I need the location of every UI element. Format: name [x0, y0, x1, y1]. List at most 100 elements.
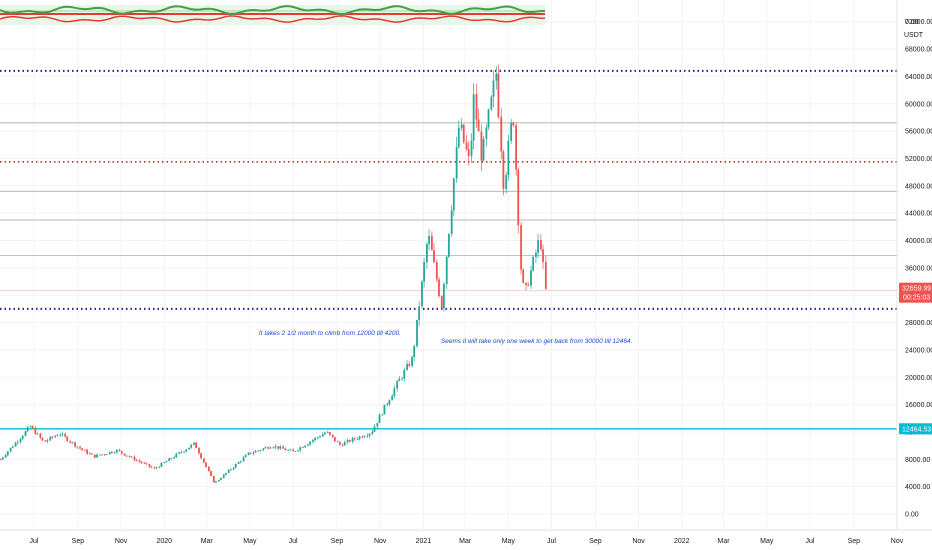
candle-body	[351, 438, 354, 442]
candle-body	[284, 448, 287, 451]
candle-body	[401, 378, 404, 380]
candle-body	[113, 452, 116, 454]
candle-body	[0, 459, 2, 461]
candle-body	[195, 442, 198, 449]
candle-body	[507, 140, 510, 176]
price-tick-label: 56000.00	[905, 129, 932, 136]
candle-body	[224, 472, 227, 475]
candle-body	[430, 235, 433, 251]
candle-body	[220, 478, 222, 480]
candle-body	[447, 233, 450, 257]
candle-body	[487, 109, 490, 128]
candle-body	[259, 450, 262, 451]
price-axis[interactable]: 0.004000.008000.0012000.0016000.0020000.…	[905, 19, 932, 518]
candle-body	[492, 80, 495, 97]
candle-body	[403, 369, 406, 379]
candle-body	[319, 436, 321, 438]
candle-body	[264, 447, 267, 449]
candle-body	[336, 441, 339, 443]
candle-body	[26, 427, 29, 432]
candle-body	[6, 451, 9, 456]
candle-body	[353, 438, 356, 440]
time-tick-label: Nov	[115, 538, 128, 545]
candle-body	[198, 448, 200, 454]
candle-body	[314, 437, 316, 441]
candle-body	[438, 279, 440, 297]
candle-body	[61, 433, 64, 435]
candle-body	[371, 431, 374, 434]
candle-body	[490, 96, 493, 110]
candle-body	[530, 270, 532, 286]
candle-body	[9, 447, 12, 452]
candle-body	[178, 452, 181, 454]
candle-body	[89, 453, 91, 455]
candle-body	[383, 404, 386, 415]
candle-body	[505, 175, 508, 189]
candle-body	[343, 442, 346, 446]
price-tick-label: 72000.00	[905, 19, 932, 26]
candle-body	[294, 451, 297, 452]
candle-body	[416, 319, 418, 347]
top-price-label: 0.00	[905, 19, 919, 26]
candle-body	[158, 466, 161, 468]
candle-body	[346, 440, 349, 443]
candle-body	[428, 235, 430, 245]
candle-body	[299, 447, 302, 451]
candle-body	[321, 434, 324, 437]
price-tick-label: 0.00	[905, 512, 919, 519]
time-tick-label: Jul	[547, 538, 556, 545]
candle-body	[29, 426, 32, 428]
candle-body	[110, 451, 113, 453]
annotations: It takes 2 1/2 month to climb from 12000…	[259, 330, 633, 345]
candle-body	[242, 457, 245, 462]
candle-body	[381, 414, 384, 416]
candle-body	[333, 437, 336, 442]
candle-body	[329, 432, 331, 435]
candle-body	[440, 296, 443, 309]
candle-body	[135, 460, 138, 461]
candle-body	[39, 433, 42, 438]
chart-annotation: Seems it will take only one week to get …	[441, 338, 633, 345]
candle-body	[84, 449, 86, 451]
candle-body	[93, 454, 96, 458]
candle-body	[485, 127, 488, 139]
candle-body	[91, 453, 93, 455]
candle-body	[477, 119, 480, 132]
candle-body	[168, 458, 171, 462]
last-price-value: 32659.99	[902, 286, 931, 293]
candle-body	[470, 140, 473, 157]
oscillator-panel	[0, 5, 546, 25]
candle-body	[193, 442, 195, 445]
candle-body	[309, 441, 312, 445]
candle-body	[457, 127, 460, 148]
price-tick-label: 4000.00	[905, 484, 930, 491]
support-price-value: 12464.53	[902, 426, 931, 433]
time-tick-label: Jul	[30, 538, 39, 545]
candle-body	[98, 454, 101, 456]
time-axis[interactable]: Jul Sep Nov 2020 Mar May Jul Sep Nov 2021 Mar May Ju…	[30, 538, 904, 545]
candle-body	[103, 454, 106, 456]
candle-body	[497, 73, 500, 118]
candle-body	[16, 441, 19, 443]
candle-body	[373, 426, 376, 432]
time-tick-label: 2021	[416, 538, 432, 545]
oscillator-green-line	[0, 5, 546, 15]
candle-body	[297, 450, 299, 452]
candle-body	[165, 461, 168, 463]
candle-body	[467, 149, 470, 157]
candle-body	[386, 404, 389, 406]
candle-body	[272, 447, 275, 449]
candle-body	[307, 444, 309, 446]
candle-body	[19, 438, 22, 442]
candle-body	[24, 431, 27, 436]
candle-body	[537, 240, 539, 253]
candle-body	[252, 452, 255, 454]
candle-body	[76, 446, 79, 448]
candle-body	[222, 474, 225, 479]
candle-body	[46, 440, 49, 442]
candle-body	[292, 449, 295, 452]
candle-body	[185, 449, 188, 452]
candle-body	[123, 453, 126, 456]
candle-body	[279, 446, 282, 449]
